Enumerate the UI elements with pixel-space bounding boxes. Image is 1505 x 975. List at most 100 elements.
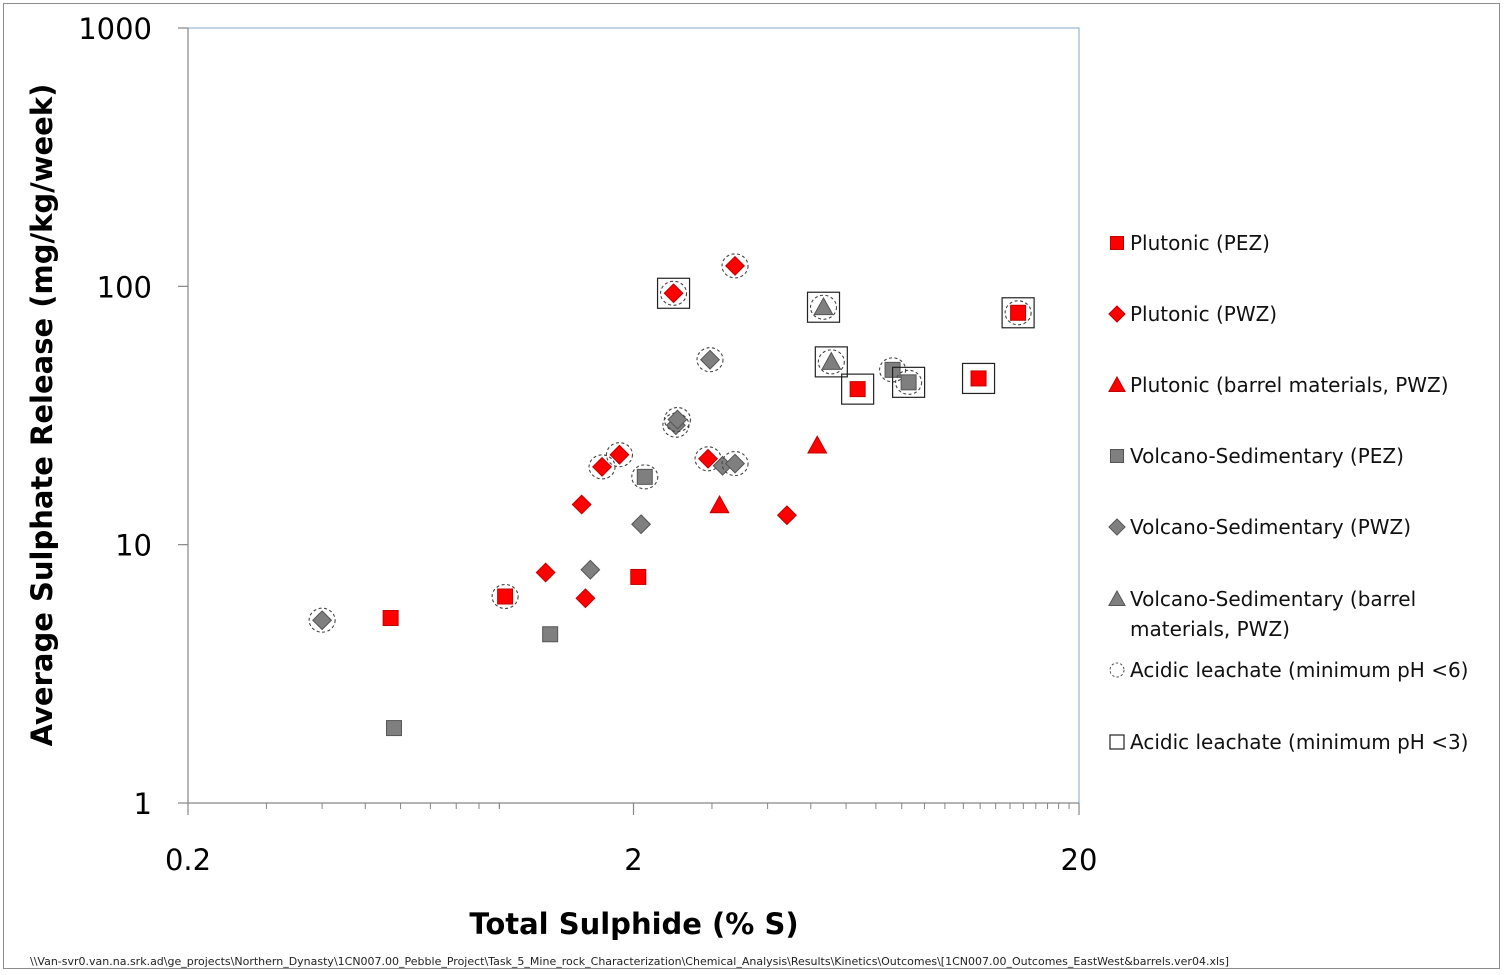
legend-marker bbox=[1108, 518, 1126, 536]
data-point bbox=[821, 351, 842, 370]
legend-label: Plutonic (barrel materials, PWZ) bbox=[1130, 373, 1449, 397]
legend-label: Volcano-Sedimentary (PWZ) bbox=[1130, 515, 1412, 539]
acidic-ph3-box bbox=[806, 291, 841, 323]
series-1 bbox=[535, 253, 797, 609]
y-tick-label: 10 bbox=[115, 529, 152, 563]
acidic-ph6-circle bbox=[663, 407, 691, 433]
acidic-ph3-box bbox=[656, 277, 691, 309]
y-tick-label: 100 bbox=[97, 270, 152, 304]
x-tick-label: 0.2 bbox=[165, 843, 211, 877]
acidic-ph6-circle bbox=[660, 280, 688, 306]
acidic-ph6-circle bbox=[696, 347, 724, 373]
series-2 bbox=[709, 435, 828, 514]
data-point bbox=[725, 255, 746, 276]
file-path-footer: \\Van-svr0.van.na.srk.ad\ge_projects\Nor… bbox=[30, 955, 1230, 968]
acidic-ph6-circle bbox=[721, 451, 749, 477]
legend-item: Volcano-Sedimentary (PEZ) bbox=[1108, 441, 1485, 471]
data-point bbox=[636, 468, 653, 485]
legend-marker bbox=[1108, 589, 1126, 606]
legend-symbol bbox=[1108, 299, 1130, 329]
acidic-ph3-box bbox=[961, 362, 996, 395]
acidic-ph3-box bbox=[1001, 297, 1035, 329]
data-point bbox=[631, 514, 652, 535]
data-point bbox=[970, 370, 987, 387]
data-point bbox=[580, 559, 601, 580]
data-point bbox=[699, 349, 721, 370]
acidic-ph6-circle bbox=[308, 607, 336, 633]
legend-symbol bbox=[1108, 727, 1130, 757]
data-point bbox=[497, 588, 514, 605]
y-axis-title: Average Sulphate Release (mg/kg/week) bbox=[25, 84, 59, 747]
x-tick-label: 20 bbox=[1061, 843, 1098, 877]
legend-marker bbox=[1109, 734, 1125, 750]
data-point bbox=[630, 568, 647, 585]
data-point bbox=[312, 610, 333, 631]
data-point bbox=[849, 381, 866, 398]
legend-symbol bbox=[1108, 228, 1130, 258]
legend-marker bbox=[1109, 662, 1125, 678]
legend-symbol bbox=[1108, 655, 1130, 685]
legend-marker bbox=[1108, 305, 1126, 323]
legend-marker bbox=[1110, 449, 1124, 463]
data-point bbox=[592, 456, 613, 477]
acidic-ph6-circle bbox=[809, 294, 838, 320]
legend-symbol bbox=[1108, 512, 1130, 542]
data-point bbox=[776, 505, 797, 526]
data-point bbox=[807, 435, 828, 454]
data-point bbox=[663, 283, 684, 304]
acidic-ph3-box bbox=[892, 366, 926, 398]
legend-label: Acidic leachate (minimum pH <3) bbox=[1130, 730, 1469, 754]
legend-label: Acidic leachate (minimum pH <6) bbox=[1130, 658, 1469, 682]
chart-frame bbox=[3, 3, 1500, 969]
acidic-ph6-circle bbox=[631, 464, 659, 490]
axes: 1 10 100 1000 0.2 2 20 bbox=[78, 12, 1097, 877]
data-point bbox=[385, 720, 402, 737]
legend-label: Volcano-Sedimentary (barrel materials, P… bbox=[1130, 587, 1417, 641]
legend-marker bbox=[1108, 375, 1126, 392]
legend-symbol bbox=[1108, 584, 1130, 614]
acidic-ph6-circle bbox=[491, 583, 519, 610]
legend-symbol bbox=[1108, 370, 1130, 400]
legend-symbol bbox=[1108, 441, 1130, 471]
acidic-ph6-circle bbox=[721, 253, 749, 279]
series-3 bbox=[385, 357, 926, 737]
series-5 bbox=[806, 291, 848, 378]
acidic-ph6-circle bbox=[817, 349, 845, 375]
legend-item: Volcano-Sedimentary (PWZ) bbox=[1108, 512, 1485, 542]
y-tick-label: 1 bbox=[134, 787, 152, 821]
data-point bbox=[571, 494, 592, 515]
acidic-ph6-circle bbox=[1004, 300, 1032, 326]
data-point bbox=[609, 444, 630, 465]
acidic-ph6-circle bbox=[879, 357, 907, 383]
legend-item: Plutonic (barrel materials, PWZ) bbox=[1108, 370, 1485, 400]
legend-item: Volcano-Sedimentary (barrel materials, P… bbox=[1108, 584, 1485, 644]
acidic-ph3-box bbox=[814, 346, 848, 378]
legend-label: Plutonic (PEZ) bbox=[1130, 231, 1270, 255]
data-point bbox=[667, 409, 688, 430]
legend-item: Plutonic (PEZ) bbox=[1108, 228, 1485, 258]
data-point bbox=[709, 494, 730, 514]
data-points bbox=[308, 253, 1035, 737]
legend-item: Acidic leachate (minimum pH <6) bbox=[1108, 655, 1485, 685]
series-4 bbox=[308, 347, 749, 633]
data-point bbox=[698, 448, 719, 469]
legend-item: Acidic leachate (minimum pH <3) bbox=[1108, 727, 1485, 757]
plot-area-border bbox=[187, 27, 1080, 804]
legend-label: Plutonic (PWZ) bbox=[1130, 302, 1278, 326]
legend-marker bbox=[1110, 236, 1124, 250]
acidic-ph3-box bbox=[841, 373, 875, 405]
data-point bbox=[382, 610, 399, 627]
data-point bbox=[575, 588, 596, 609]
data-point bbox=[813, 296, 834, 316]
y-tick-label: 1000 bbox=[78, 12, 152, 46]
data-point bbox=[900, 374, 917, 391]
acidic-ph6-circle bbox=[895, 369, 923, 395]
x-axis-title: Total Sulphide (% S) bbox=[469, 907, 798, 941]
data-point bbox=[725, 453, 746, 474]
series-0 bbox=[382, 297, 1035, 627]
data-point bbox=[535, 562, 556, 583]
data-point bbox=[542, 626, 559, 643]
x-tick-label: 2 bbox=[624, 843, 642, 877]
data-point bbox=[1010, 304, 1027, 321]
